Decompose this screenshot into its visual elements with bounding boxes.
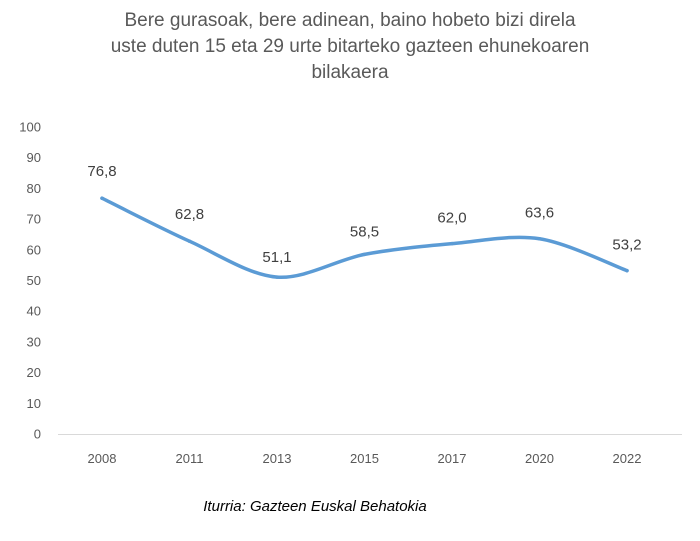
x-tick-label: 2017	[438, 451, 467, 466]
data-label: 51,1	[262, 249, 291, 266]
y-tick-label: 90	[27, 150, 41, 165]
chart-title-line-3: bilakaera	[311, 62, 389, 83]
y-tick-label: 30	[27, 334, 41, 349]
y-axis: 0 10 20 30 40 50 60 70 80 90 100	[19, 120, 41, 442]
y-tick-label: 100	[19, 120, 41, 135]
y-tick-label: 50	[27, 273, 41, 288]
x-tick-label: 2011	[176, 451, 204, 466]
data-point	[100, 196, 104, 200]
data-label: 76,8	[87, 163, 116, 180]
chart-title: Bere gurasoak, bere adinean, baino hobet…	[0, 8, 700, 86]
x-tick-label: 2022	[613, 451, 642, 466]
y-tick-label: 20	[27, 365, 41, 380]
series-group	[100, 196, 629, 279]
data-label: 58,5	[350, 223, 379, 240]
x-tick-label: 2020	[525, 451, 554, 466]
data-point	[362, 252, 367, 257]
y-tick-label: 40	[27, 304, 41, 319]
x-tick-label: 2013	[263, 451, 292, 466]
y-tick-label: 60	[27, 242, 41, 257]
x-tick-label: 2015	[350, 451, 379, 466]
data-labels: 76,8 62,8 51,1 58,5 62,0 63,6 53,2	[87, 163, 641, 266]
data-point	[450, 241, 454, 246]
x-axis: 2008 2011 2013 2015 2017 2020 2022	[58, 434, 682, 466]
data-label: 62,8	[175, 206, 204, 223]
x-tick-label: 2008	[88, 451, 117, 466]
data-point	[625, 268, 629, 273]
data-label: 53,2	[612, 237, 641, 254]
data-point	[187, 239, 192, 243]
data-point	[275, 275, 279, 279]
data-label: 63,6	[525, 205, 554, 222]
chart-title-line-2: uste duten 15 eta 29 urte bitarteko gazt…	[110, 36, 590, 57]
chart-title-line-1: Bere gurasoak, bere adinean, baino hobet…	[124, 10, 576, 31]
y-tick-label: 0	[34, 427, 41, 442]
y-tick-label: 70	[27, 212, 41, 227]
source-note: Iturria: Gazteen Euskal Behatokia	[203, 498, 427, 515]
data-label: 62,0	[437, 210, 466, 227]
data-point	[537, 236, 542, 241]
y-tick-label: 80	[27, 181, 41, 196]
y-tick-label: 10	[27, 396, 41, 411]
